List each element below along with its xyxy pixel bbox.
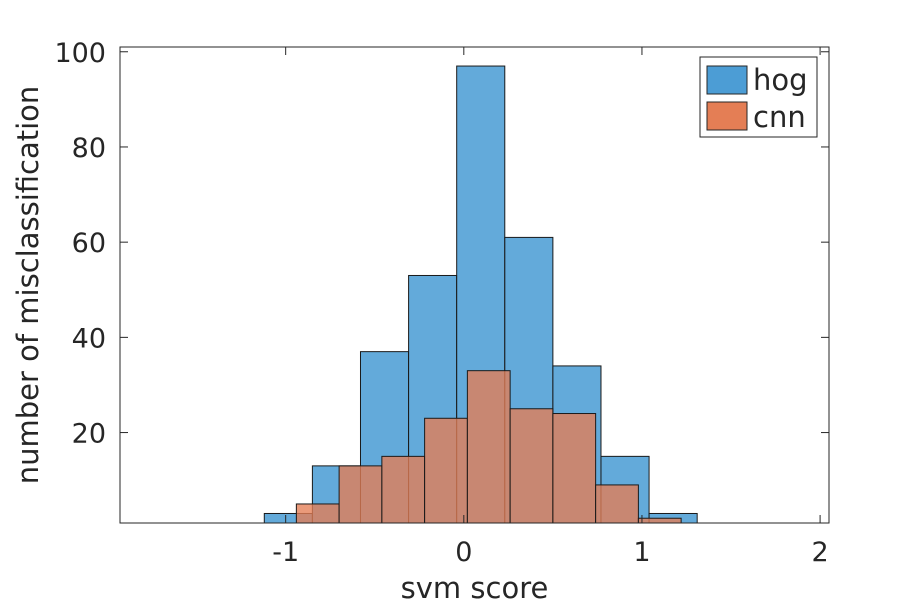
legend-swatch-cnn — [706, 101, 748, 131]
legend-label-cnn: cnn — [753, 100, 806, 134]
cnn-bar-6 — [552, 413, 597, 524]
y-tick-label: 100 — [54, 38, 106, 69]
cnn-bar-5 — [509, 408, 554, 524]
y-tick-label: 80 — [72, 133, 106, 164]
cnn-bars — [295, 370, 682, 524]
x-tick-label: 2 — [811, 537, 828, 568]
cnn-bar-3 — [424, 417, 468, 524]
y-axis-label: number of misclassification — [11, 86, 45, 485]
x-tick-label: 1 — [633, 537, 650, 568]
y-tick-label: 60 — [72, 228, 106, 259]
axis-tick-labels: -1 0 1 2 20 40 60 80 100 — [54, 38, 828, 568]
cnn-bar-7 — [595, 484, 639, 524]
cnn-bar-1 — [338, 465, 383, 524]
x-tick-label: -1 — [272, 537, 299, 568]
y-tick-label: 20 — [72, 419, 106, 450]
y-tick-label: 40 — [72, 323, 106, 354]
legend: hog cnn — [699, 56, 818, 138]
axis-ticks — [120, 47, 829, 523]
cnn-bar-8 — [637, 517, 682, 524]
cnn-bar-2 — [381, 455, 426, 524]
legend-swatch-hog — [706, 65, 748, 95]
cnn-bar-4 — [466, 370, 511, 524]
cnn-bar-0 — [295, 503, 340, 524]
x-axis-label: svm score — [401, 571, 549, 605]
plot-frame — [119, 46, 830, 524]
x-tick-label: 0 — [455, 537, 472, 568]
legend-label-hog: hog — [753, 63, 808, 97]
